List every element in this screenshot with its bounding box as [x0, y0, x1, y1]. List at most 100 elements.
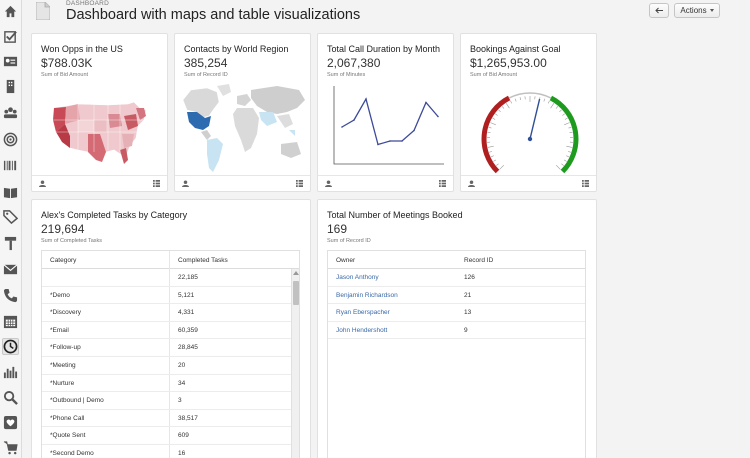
- table-row[interactable]: *Follow-up 28,845: [42, 339, 299, 357]
- call-duration-line-chart[interactable]: [328, 82, 448, 172]
- book-icon[interactable]: [2, 184, 19, 201]
- calendar-icon[interactable]: [2, 313, 19, 330]
- hammer-icon[interactable]: [2, 235, 19, 252]
- gauge-tick: [492, 117, 496, 120]
- table-row[interactable]: *Discovery 4,331: [42, 304, 299, 322]
- barcode-icon[interactable]: [2, 157, 19, 174]
- table-row[interactable]: Benjamin Richardson 21: [328, 287, 585, 305]
- column-header-category[interactable]: Category: [50, 257, 77, 264]
- table-row[interactable]: John Hendershott 9: [328, 322, 585, 340]
- table-scrollbar[interactable]: [291, 269, 299, 458]
- gauge-tick: [505, 103, 510, 109]
- page-header: DASHBOARD Dashboard with maps and table …: [22, 0, 750, 32]
- category-cell: *Meeting: [50, 362, 76, 369]
- home-icon[interactable]: [2, 3, 19, 20]
- scrollbar-thumb[interactable]: [293, 281, 299, 305]
- breadcrumb[interactable]: DASHBOARD: [66, 0, 109, 7]
- user-icon[interactable]: [325, 180, 332, 187]
- table-row[interactable]: Ryan Eberspacher 13: [328, 304, 585, 322]
- gauge-tick: [519, 97, 521, 101]
- line-point[interactable]: [341, 126, 343, 128]
- actions-dropdown-button[interactable]: Actions: [674, 3, 720, 18]
- owner-cell[interactable]: John Hendershott: [336, 326, 388, 334]
- line-point[interactable]: [437, 115, 439, 118]
- table-row[interactable]: *Demo 5,121: [42, 287, 299, 305]
- line-point[interactable]: [425, 101, 427, 104]
- line-point[interactable]: [389, 140, 391, 142]
- envelope-icon[interactable]: [2, 261, 19, 278]
- list-icon[interactable]: [582, 180, 589, 187]
- value-cell: 9: [464, 326, 468, 334]
- table-header: Owner Record ID: [328, 251, 585, 269]
- gauge-tick: [547, 100, 550, 104]
- value-cell: 16: [178, 450, 186, 457]
- gauge-needle: [529, 98, 541, 140]
- table-row[interactable]: *Second Demo 16: [42, 445, 299, 458]
- clock-icon[interactable]: [2, 338, 19, 355]
- caret-down-icon: [709, 9, 714, 12]
- value-cell: 4,331: [178, 309, 195, 317]
- world-choropleth-map[interactable]: [181, 82, 307, 178]
- scroll-up-arrow-icon[interactable]: [293, 271, 299, 275]
- line-point[interactable]: [413, 129, 415, 132]
- line-point[interactable]: [353, 119, 355, 121]
- table-row[interactable]: *Outbound | Demo 3: [42, 392, 299, 410]
- line-point[interactable]: [365, 98, 367, 100]
- table-row[interactable]: 22,185: [42, 269, 299, 287]
- gauge-tick: [488, 127, 492, 129]
- list-icon[interactable]: [296, 180, 303, 187]
- checkbox-icon[interactable]: [2, 28, 19, 45]
- card-value: 385,254: [184, 56, 228, 70]
- gauge-tick: [562, 113, 565, 116]
- column-header-completed-tasks[interactable]: Completed Tasks: [178, 257, 228, 264]
- target-icon[interactable]: [2, 131, 19, 148]
- card-value: 2,067,380: [327, 56, 381, 70]
- back-button[interactable]: [649, 3, 669, 18]
- line-point[interactable]: [401, 140, 403, 142]
- table-row[interactable]: *Meeting 20: [42, 357, 299, 375]
- line-point[interactable]: [377, 143, 379, 146]
- card-value: $788.03K: [41, 56, 93, 70]
- gauge-tick: [514, 98, 517, 102]
- column-header-owner[interactable]: Owner: [336, 257, 356, 264]
- user-icon[interactable]: [182, 180, 189, 187]
- card-footer: [32, 175, 167, 191]
- gauge-hub: [527, 136, 533, 142]
- gauge-tick: [490, 122, 496, 126]
- table-row[interactable]: *Quote Sent 609: [42, 427, 299, 445]
- gauge-band: [549, 95, 579, 174]
- contact-card-icon[interactable]: [2, 53, 19, 70]
- gauge-tick: [555, 106, 559, 109]
- list-icon[interactable]: [153, 180, 160, 187]
- table-row[interactable]: Jason Anthony 126: [328, 269, 585, 287]
- owner-cell[interactable]: Benjamin Richardson: [336, 291, 398, 299]
- people-icon[interactable]: [2, 104, 19, 121]
- table-row[interactable]: *Nurture 34: [42, 375, 299, 393]
- category-cell: *Quote Sent: [50, 432, 86, 440]
- card-title: Bookings Against Goal: [470, 44, 561, 54]
- user-icon[interactable]: [468, 180, 475, 187]
- won-opps-card: Won Opps in the US $788.03K Sum of Bid A…: [31, 33, 168, 192]
- us-choropleth-map[interactable]: [48, 94, 152, 174]
- cart-icon[interactable]: [2, 439, 19, 456]
- phone-icon[interactable]: [2, 287, 19, 304]
- table-row[interactable]: *Phone Call 38,517: [42, 410, 299, 428]
- building-icon[interactable]: [2, 78, 19, 95]
- owner-cell[interactable]: Jason Anthony: [336, 274, 379, 281]
- list-icon[interactable]: [439, 180, 446, 187]
- gauge-tick: [564, 122, 570, 126]
- bookings-gauge[interactable]: [475, 84, 585, 174]
- table-row[interactable]: *Email 60,359: [42, 322, 299, 340]
- bar-chart-icon[interactable]: [2, 364, 19, 381]
- gauge-tick: [501, 106, 505, 109]
- user-icon[interactable]: [39, 180, 46, 187]
- gauge-tick: [489, 151, 493, 153]
- gauge-band: [481, 95, 511, 174]
- tag-icon[interactable]: [2, 208, 19, 225]
- magnifier-icon[interactable]: [2, 389, 19, 406]
- value-cell: 28,845: [178, 344, 198, 352]
- card-value: 169: [327, 222, 348, 236]
- owner-cell[interactable]: Ryan Eberspacher: [336, 309, 390, 317]
- column-header-record-id[interactable]: Record ID: [464, 257, 494, 264]
- heart-icon[interactable]: [2, 414, 19, 431]
